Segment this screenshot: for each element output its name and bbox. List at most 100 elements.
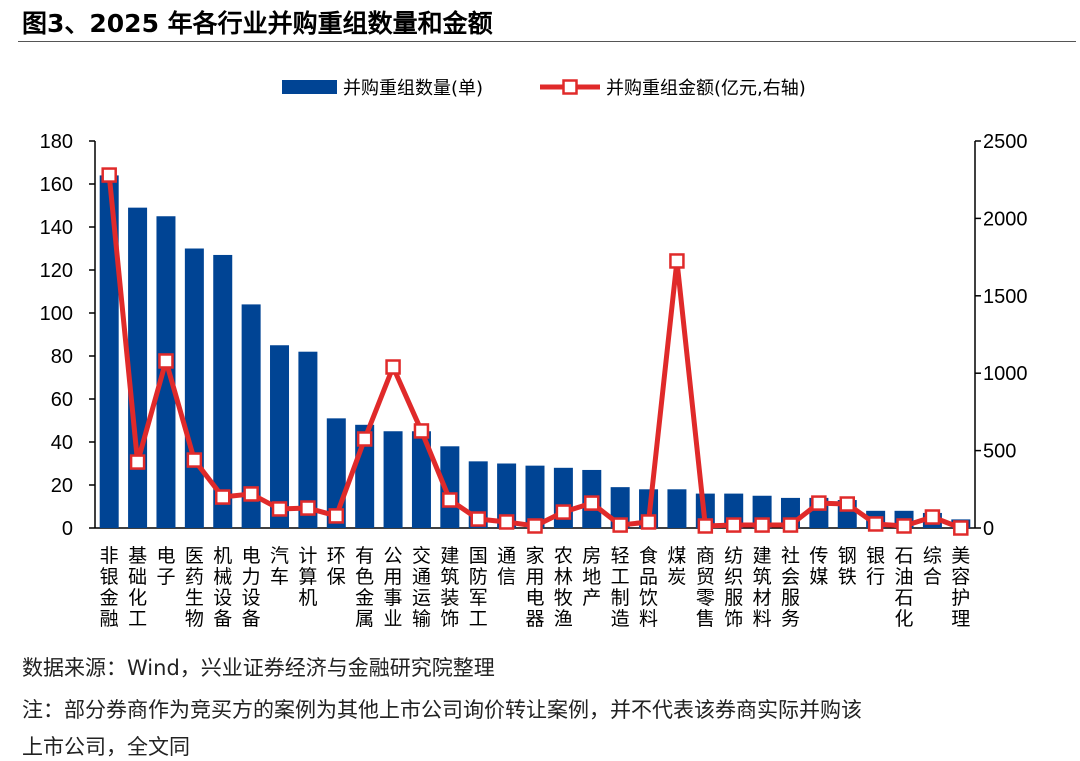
x-label-建筑材料: 筑: [753, 566, 772, 588]
x-label-煤炭: 煤: [667, 545, 686, 567]
legend-bar-swatch: [282, 80, 337, 94]
marker-家用电器: [527, 518, 543, 534]
x-label-纺织服饰: 服: [724, 587, 743, 609]
right-tick-label: 1500: [983, 286, 1028, 308]
x-label-轻工制造: 轻: [611, 545, 630, 567]
x-label-医药生物: 生: [185, 587, 204, 609]
x-label-交通运输: 运: [412, 587, 431, 609]
x-label-国防军工: 防: [469, 566, 488, 588]
x-label-建筑装饰: 筑: [440, 566, 459, 588]
left-tick-label: 80: [51, 346, 73, 368]
x-label-房地产: 产: [582, 587, 601, 609]
x-label-汽车: 汽: [270, 545, 289, 567]
footnote-line2: 上市公司，全文同: [22, 735, 190, 759]
marker-房地产: [584, 495, 600, 511]
x-label-钢铁: 铁: [838, 566, 857, 588]
marker-非银金融: [101, 167, 117, 183]
x-label-基础化工: 础: [128, 566, 147, 588]
x-label-综合: 合: [923, 566, 942, 588]
x-label-通信: 信: [497, 566, 516, 588]
left-tick-label: 140: [40, 217, 73, 239]
marker-交通运输: [413, 423, 430, 439]
x-label-社会服务: 社: [781, 545, 800, 567]
x-label-医药生物: 物: [185, 608, 204, 630]
x-label-交通运输: 通: [412, 566, 431, 588]
bar-非银金融: [99, 175, 119, 528]
marker-社会服务: [782, 517, 799, 533]
marker-有色金属: [356, 431, 373, 447]
left-tick-label: 40: [51, 432, 73, 454]
x-label-家用电器: 电: [525, 587, 544, 609]
x-label-轻工制造: 工: [611, 566, 630, 588]
x-label-家用电器: 用: [525, 566, 544, 588]
x-label-房地产: 地: [582, 566, 601, 588]
x-label-商贸零售: 贸: [696, 566, 715, 588]
x-label-农林牧渔: 渔: [554, 608, 573, 630]
x-label-纺织服饰: 织: [724, 566, 743, 588]
x-label-农林牧渔: 农: [554, 545, 573, 567]
x-label-有色金属: 有: [355, 545, 374, 567]
x-label-银行: 行: [866, 566, 885, 588]
right-tick-label: 1000: [983, 363, 1028, 385]
x-label-电力设备: 力: [242, 566, 261, 588]
x-label-石油石化: 石: [895, 545, 914, 567]
x-label-农林牧渔: 牧: [554, 587, 573, 609]
marker-煤炭: [669, 253, 685, 269]
x-label-机械设备: 设: [213, 587, 232, 609]
x-label-电子: 电: [156, 545, 175, 567]
x-label-汽车: 车: [270, 566, 289, 588]
x-label-机械设备: 机: [213, 545, 232, 567]
x-label-煤炭: 炭: [667, 566, 686, 588]
x-label-社会服务: 会: [781, 566, 800, 588]
footnote-line1: 注：部分券商作为竞买方的案例为其他上市公司询价转让案例，并不代表该券商实际并购该: [22, 698, 862, 722]
right-tick-label: 0: [983, 518, 994, 540]
x-label-家用电器: 器: [525, 608, 544, 630]
x-label-机械设备: 备: [213, 608, 232, 630]
marker-农林牧渔: [555, 504, 572, 520]
x-label-非银金融: 金: [100, 587, 119, 609]
x-label-公用事业: 事: [384, 587, 403, 609]
marker-银行: [867, 516, 884, 532]
x-label-公用事业: 业: [384, 608, 403, 630]
x-label-纺织服饰: 饰: [724, 608, 743, 630]
x-label-公用事业: 公: [384, 545, 403, 567]
x-label-社会服务: 务: [781, 608, 800, 630]
x-label-非银金融: 银: [100, 566, 119, 588]
bar-煤炭: [667, 489, 687, 528]
x-label-美容护理: 理: [951, 608, 970, 630]
x-label-机械设备: 械: [213, 566, 232, 588]
x-label-基础化工: 工: [128, 608, 147, 630]
marker-建筑装饰: [442, 492, 458, 508]
x-label-医药生物: 药: [185, 566, 204, 588]
x-label-食品饮料: 食: [639, 545, 658, 567]
x-label-建筑装饰: 建: [440, 545, 459, 567]
x-label-食品饮料: 料: [639, 608, 658, 630]
x-label-计算机: 算: [298, 566, 317, 588]
x-label-钢铁: 钢: [838, 545, 857, 567]
marker-机械设备: [214, 489, 231, 505]
x-label-综合: 综: [923, 545, 942, 567]
x-label-公用事业: 用: [384, 566, 403, 588]
bar-电力设备: [241, 304, 261, 528]
chart-title: 图3、2025 年各行业并购重组数量和金额: [22, 9, 493, 38]
x-label-轻工制造: 制: [611, 587, 630, 609]
marker-环保: [328, 508, 345, 524]
chart: 0 20 40 60 80 100 120 140 160 180 0 500 1000 1500 2000…: [40, 78, 1028, 630]
title-divider: [18, 41, 1076, 42]
x-label-传媒: 传: [809, 545, 828, 567]
x-label-家用电器: 家: [525, 545, 544, 567]
x-label-国防军工: 工: [469, 608, 488, 630]
x-label-建筑装饰: 装: [440, 587, 459, 609]
bar-基础化工: [128, 207, 148, 528]
marker-电力设备: [243, 486, 259, 502]
x-label-通信: 通: [497, 545, 516, 567]
x-label-计算机: 计: [298, 545, 317, 567]
bar-计算机: [298, 351, 318, 528]
legend-bar-label: 并购重组数量(单): [343, 78, 483, 99]
x-label-有色金属: 金: [355, 587, 374, 609]
bar-电子: [156, 216, 176, 528]
bar-交通运输: [411, 431, 431, 528]
marker-纺织服饰: [725, 517, 742, 533]
marker-轻工制造: [612, 517, 628, 533]
marker-通信: [498, 514, 515, 530]
